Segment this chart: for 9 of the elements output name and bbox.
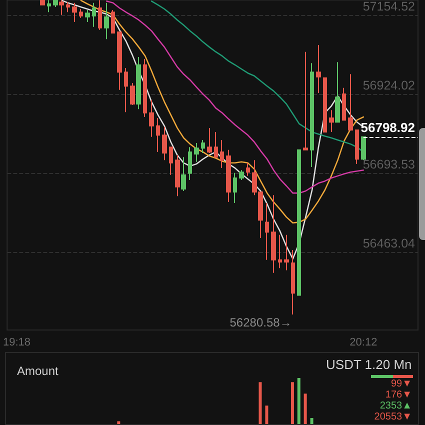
y-tick-label: 56463.04 xyxy=(362,236,416,251)
y-tick-label: 56693.53 xyxy=(362,158,416,172)
bar xyxy=(117,421,120,424)
ref-line-label: 56798.92 xyxy=(360,120,415,135)
y-tick-label: 56924.02 xyxy=(362,78,416,93)
y-tick-label: 57154.52 xyxy=(362,0,416,14)
annotation: 56280.58→ xyxy=(230,316,292,330)
x-tick-label: 19:18 xyxy=(3,336,31,348)
x-tick-label: 20:12 xyxy=(350,336,378,348)
